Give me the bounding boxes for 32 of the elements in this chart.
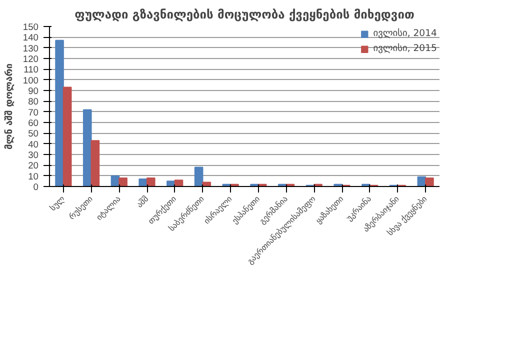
bar [194, 166, 204, 186]
bar [146, 177, 156, 186]
legend-label: ივლისი, 2015 [373, 43, 437, 54]
x-tick-label: აშშ [135, 194, 150, 210]
bar [55, 40, 64, 186]
y-tick-label: 100 [22, 75, 39, 86]
y-tick-label: 50 [28, 128, 39, 139]
chart-title: ფულადი გზავნილების მოცულობა ქვეყნების მიხედვით [74, 8, 414, 22]
x-tick-label: სულ [48, 194, 67, 213]
bar [118, 177, 128, 186]
y-tick-label: 120 [22, 54, 39, 64]
y-tick-label: 20 [28, 160, 39, 171]
y-axis-title: მლნ აშშ დოლარი [4, 63, 15, 150]
y-tick-label: 90 [28, 86, 39, 96]
bar [202, 182, 212, 186]
bar [82, 109, 92, 186]
y-tick-label: 30 [28, 150, 39, 160]
y-tick-label: 110 [24, 64, 39, 75]
legend-label: ივლისი, 2014 [373, 28, 437, 39]
y-tick-label: 0 [33, 182, 39, 192]
y-tick-label: 10 [28, 171, 39, 182]
bar [174, 180, 184, 186]
y-tick-label: 80 [28, 96, 39, 107]
bar [425, 177, 434, 186]
bar [90, 140, 100, 186]
y-tick-label: 40 [28, 139, 39, 150]
y-tick-label: 70 [28, 107, 39, 118]
y-tick-label: 150 [22, 22, 39, 32]
y-tick-label: 140 [22, 32, 39, 43]
bar [62, 86, 72, 186]
y-tick-label: 60 [28, 118, 39, 128]
y-tick-label: 130 [22, 43, 39, 54]
